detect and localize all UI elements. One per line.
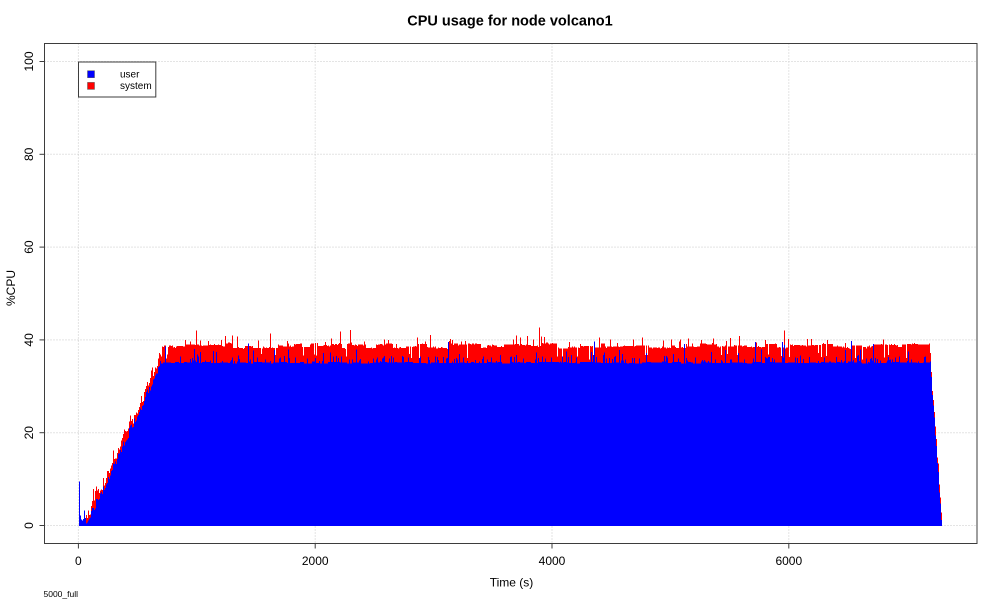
svg-text:20: 20 [22,426,36,440]
svg-text:100: 100 [22,51,36,71]
svg-text:60: 60 [22,240,36,254]
svg-text:0: 0 [22,522,36,529]
svg-text:2000: 2000 [302,554,329,568]
svg-text:80: 80 [22,147,36,161]
svg-text:6000: 6000 [775,554,802,568]
svg-text:%CPU: %CPU [4,270,18,306]
svg-text:0: 0 [75,554,82,568]
svg-text:system: system [120,81,152,92]
svg-text:40: 40 [22,333,36,347]
svg-text:user: user [120,70,140,81]
svg-text:CPU usage for node volcano1: CPU usage for node volcano1 [407,14,612,30]
svg-text:4000: 4000 [539,554,566,568]
svg-text:Time (s): Time (s) [490,576,534,590]
svg-text:5000_full: 5000_full [44,589,79,599]
